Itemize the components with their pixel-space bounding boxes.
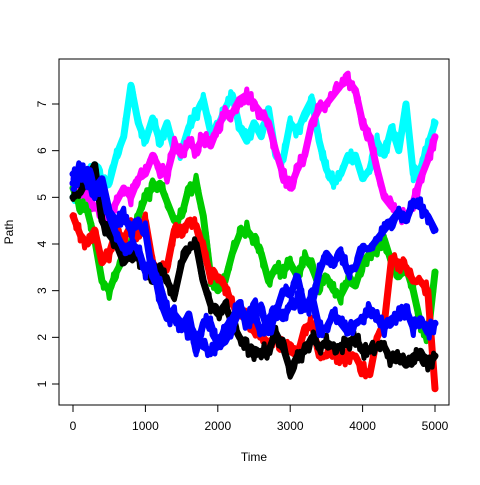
y-tick-label: 5	[35, 194, 49, 201]
series-jitter	[70, 160, 438, 359]
series-jitter	[70, 164, 438, 380]
x-tick-label: 5000	[422, 419, 449, 433]
x-tick-label: 1000	[132, 419, 159, 433]
series-5	[69, 161, 439, 380]
y-tick-label: 1	[35, 380, 49, 387]
series-2	[69, 70, 439, 226]
y-axis-title: Path	[2, 220, 16, 245]
y-axis: 1 2 3 4 5 6 7	[35, 100, 60, 387]
y-tick-label: 4	[35, 240, 49, 247]
y-tick-label: 6	[35, 147, 49, 154]
x-tick-label: 0	[70, 419, 77, 433]
y-tick-label: 2	[35, 334, 49, 341]
series-7	[69, 160, 439, 359]
series-6	[69, 162, 439, 358]
series-jitter	[70, 70, 438, 226]
y-tick-label: 3	[35, 287, 49, 294]
x-axis: 0 1000 2000 3000 4000 5000	[70, 404, 449, 433]
x-tick-label: 3000	[277, 419, 304, 433]
series-jitter	[70, 162, 438, 358]
x-axis-title: Time	[241, 450, 268, 464]
x-tick-label: 2000	[204, 419, 231, 433]
y-tick-label: 7	[35, 100, 49, 107]
series-layer	[69, 70, 439, 393]
x-tick-label: 4000	[349, 419, 376, 433]
